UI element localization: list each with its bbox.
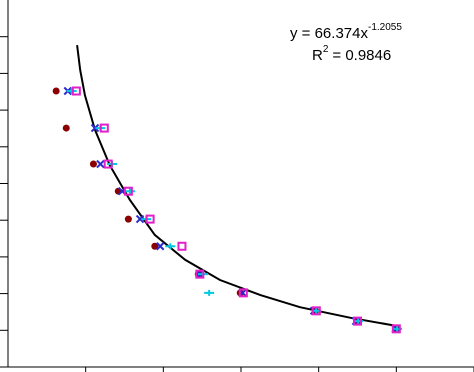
- r-squared-text: = 0.9846: [332, 47, 391, 64]
- point: [123, 186, 133, 196]
- point: [145, 214, 155, 224]
- point: [391, 324, 401, 334]
- r-squared-base: R: [312, 47, 323, 64]
- point: [52, 87, 60, 95]
- point: [71, 86, 81, 96]
- point: [204, 289, 215, 296]
- point: [66, 88, 77, 95]
- equation-text: y = 66.374x: [290, 25, 368, 42]
- point: [89, 160, 97, 168]
- r-squared: R2 = 0.9846: [312, 44, 391, 64]
- point: [96, 159, 105, 169]
- point: [124, 188, 135, 195]
- point: [99, 123, 109, 133]
- point: [151, 242, 159, 250]
- point: [165, 243, 176, 250]
- point: [156, 242, 165, 251]
- point: [90, 123, 100, 133]
- point: [195, 269, 205, 279]
- trendline: [76, 44, 397, 327]
- point: [177, 241, 187, 251]
- point: [353, 316, 362, 326]
- r-squared-exponent: 2: [323, 44, 329, 55]
- point: [238, 288, 248, 298]
- point: [124, 215, 132, 223]
- point: [62, 124, 70, 132]
- equation: y = 66.374x-1.2055: [290, 22, 402, 42]
- point: [135, 214, 145, 224]
- equation-exponent: -1.2055: [368, 22, 402, 33]
- point: [103, 159, 113, 169]
- point: [311, 306, 321, 316]
